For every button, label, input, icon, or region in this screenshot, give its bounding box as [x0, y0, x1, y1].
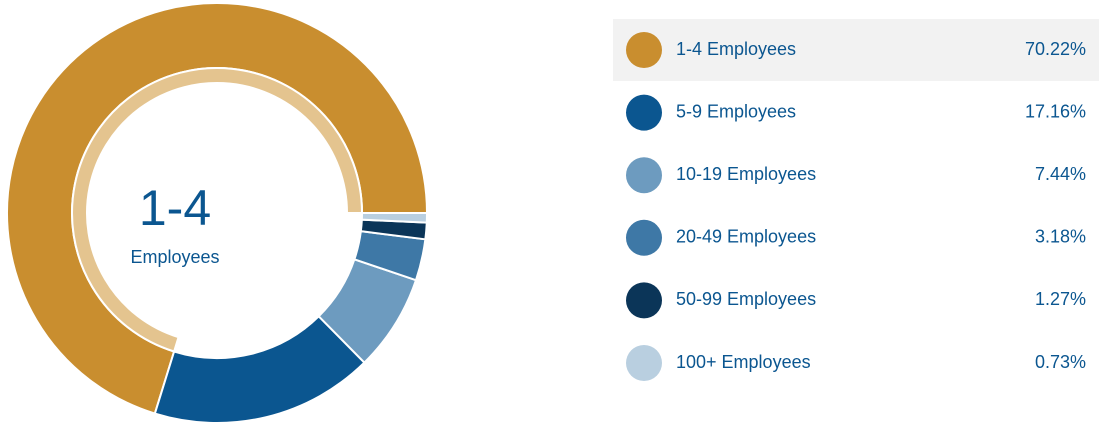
legend-label[interactable]: 50-99 Employees	[676, 289, 816, 309]
legend-swatch	[626, 32, 662, 68]
donut-slice[interactable]	[360, 212, 429, 224]
center-value: 1-4	[139, 180, 211, 236]
legend-label[interactable]: 5-9 Employees	[676, 101, 796, 121]
legend-label[interactable]: 10-19 Employees	[676, 164, 816, 184]
value-label: 1.27%	[1035, 289, 1086, 309]
value-label: 3.18%	[1035, 227, 1086, 247]
legend-swatch	[626, 94, 662, 131]
legend-label[interactable]: 1-4 Employees	[676, 39, 796, 59]
slice-highlight	[71, 67, 364, 353]
value-label: 70.22%	[1025, 39, 1086, 59]
value-label: 17.16%	[1025, 101, 1086, 121]
value-label: 0.73%	[1035, 352, 1086, 372]
legend-label[interactable]: 100+ Employees	[676, 352, 811, 372]
legend-highlight	[613, 19, 1099, 81]
legend-swatch	[626, 157, 662, 194]
legend-swatch	[626, 345, 662, 381]
value-label: 7.44%	[1035, 164, 1086, 184]
center-caption: Employees	[130, 247, 219, 267]
legend-swatch	[626, 282, 662, 319]
legend-label[interactable]: 20-49 Employees	[676, 227, 816, 247]
legend-swatch	[626, 219, 662, 256]
donut-slice[interactable]	[153, 314, 366, 424]
